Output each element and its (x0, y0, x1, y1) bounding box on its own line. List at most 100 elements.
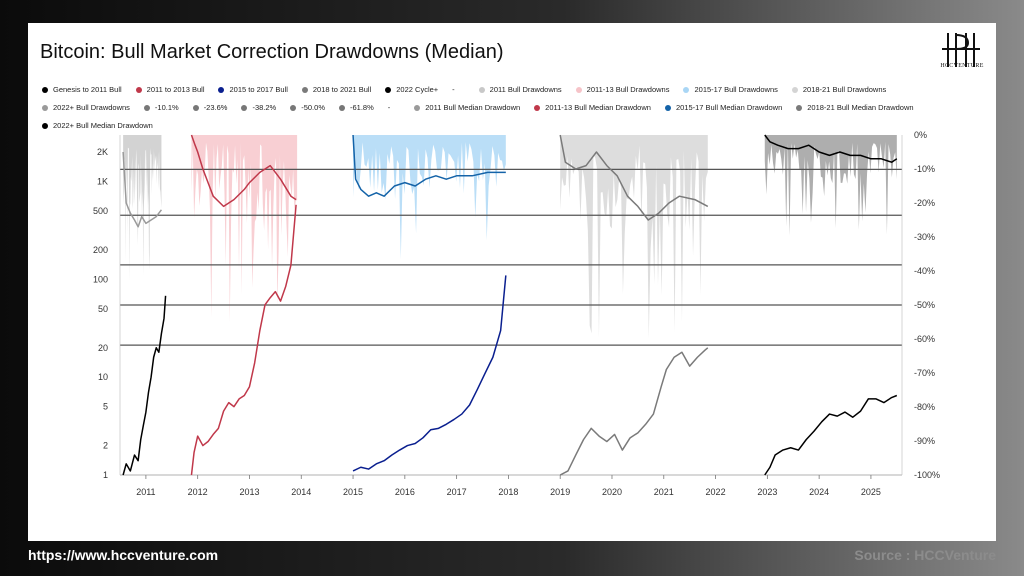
x-tick-label: 2017 (447, 487, 467, 497)
y-right-tick-label: -100% (914, 470, 940, 480)
legend-swatch-icon (241, 105, 248, 111)
y-left-tick-label: 2K (97, 147, 108, 157)
legend-item[interactable]: -61.8% (338, 99, 374, 117)
x-tick-label: 2019 (550, 487, 570, 497)
y-left-tick-label: 1 (103, 470, 108, 480)
y-right-tick-label: -50% (914, 300, 935, 310)
drawdown-area (123, 135, 162, 282)
y-right-tick-label: -10% (914, 164, 935, 174)
y-right-tick-label: -20% (914, 198, 935, 208)
legend-label: -10.1% (154, 103, 179, 112)
legend-swatch-icon (478, 87, 485, 93)
legend-swatch-icon (290, 105, 297, 111)
series-line (764, 134, 898, 163)
y-left-tick-label: 2 (103, 441, 108, 451)
legend-swatch-icon (664, 105, 671, 111)
legend-item[interactable]: 2011 to 2013 Bull (135, 81, 204, 99)
legend-label: 2011 Bull Drawdowns (489, 85, 562, 94)
legend-swatch-icon (791, 87, 798, 93)
legend-separator: - (452, 85, 455, 94)
legend-label: 2011-13 Bull Median Drawdown (545, 103, 651, 112)
footer-url[interactable]: https://www.hccventure.com (28, 547, 219, 563)
x-tick-label: 2021 (654, 487, 674, 497)
legend-label: 2015 to 2017 Bull (229, 85, 288, 94)
legend-item[interactable]: -50.0% (290, 99, 325, 117)
series-line (559, 134, 709, 221)
legend-swatch-icon (192, 105, 199, 111)
x-tick-label: 2018 (498, 487, 518, 497)
legend-item[interactable]: Genesis to 2011 Bull (42, 81, 122, 99)
drawdown-area (191, 135, 298, 323)
series-line (764, 394, 898, 476)
legend-item[interactable]: 2011-13 Bull Drawdowns (575, 81, 669, 99)
x-tick-label: 2014 (291, 487, 311, 497)
legend-swatch-icon (42, 87, 48, 93)
legend-item[interactable]: 2022+ Bull Drawdowns (42, 99, 130, 117)
legend-item[interactable]: 2018-21 Bull Drawdowns (791, 81, 887, 99)
legend-item[interactable]: - (452, 81, 465, 99)
chart-title: Bitcoin: Bull Market Correction Drawdown… (40, 41, 504, 63)
legend-item[interactable]: 2018-21 Bull Median Drawdown (796, 99, 914, 117)
legend-label: 2011 Bull Median Drawdown (425, 103, 521, 112)
legend-item[interactable]: 2011 Bull Median Drawdown (414, 99, 520, 117)
legend-swatch-icon (42, 123, 48, 129)
legend-label: 2018-21 Bull Drawdowns (802, 85, 887, 94)
series-line (122, 295, 167, 476)
legend-swatch-icon (135, 87, 142, 93)
legend-swatch-icon (683, 87, 690, 93)
legend-label: 2022+ Bull Median Drawdown (53, 121, 153, 130)
legend-label: 2018-21 Bull Median Drawdown (807, 103, 914, 112)
series-line (122, 151, 163, 228)
legend-label: -50.0% (301, 103, 325, 112)
legend-label: 2015-17 Bull Median Drawdown (675, 103, 783, 112)
legend-swatch-icon (338, 105, 345, 111)
legend-item[interactable]: 2015 to 2017 Bull (218, 81, 288, 99)
chart-plot: 2011 2012 2013 2014 2015 2016 2017 2018 2019 2020… (93, 130, 940, 497)
legend-item[interactable]: 2011 Bull Drawdowns (478, 81, 562, 99)
legend-item[interactable]: 2022+ Bull Median Drawdown (42, 117, 153, 135)
y-right-tick-label: -30% (914, 232, 935, 242)
x-tick-label: 2012 (188, 487, 208, 497)
legend-item[interactable]: - (388, 99, 401, 117)
legend-swatch-icon (575, 87, 582, 93)
legend-label: 2015-17 Bull Drawdowns (694, 85, 778, 94)
chart-legend: Genesis to 2011 Bull 2011 to 2013 Bull 201… (42, 81, 982, 135)
logo-text: HCCVENTURE (940, 63, 984, 69)
series-line (352, 275, 507, 472)
series-line (190, 204, 297, 476)
x-tick-label: 2025 (861, 487, 881, 497)
x-tick-label: 2023 (757, 487, 777, 497)
chart-card: Bitcoin: Bull Market Correction Drawdown… (28, 23, 996, 541)
legend-swatch-icon (143, 105, 150, 111)
legend-item[interactable]: 2011-13 Bull Median Drawdown (534, 99, 651, 117)
legend-label: -61.8% (349, 103, 374, 112)
legend-item[interactable]: -10.1% (143, 99, 179, 117)
x-tick-label: 2013 (239, 487, 259, 497)
y-right-tick-label: 0% (914, 130, 927, 140)
y-right-tick-label: -60% (914, 334, 935, 344)
legend-item[interactable]: -38.2% (241, 99, 276, 117)
y-right-tick-label: -90% (914, 436, 935, 446)
hccventure-logo-icon (942, 33, 980, 67)
legend-swatch-icon (218, 87, 225, 93)
legend-label: -38.2% (252, 103, 277, 112)
y-right-tick-label: -70% (914, 368, 935, 378)
legend-swatch-icon (414, 105, 421, 111)
x-tick-label: 2015 (343, 487, 363, 497)
x-tick-label: 2024 (809, 487, 829, 497)
y-right-tick-label: -80% (914, 402, 935, 412)
y-left-tick-label: 100 (93, 274, 108, 284)
legend-item[interactable]: 2018 to 2021 Bull (301, 81, 371, 99)
legend-label: -23.6% (203, 103, 228, 112)
x-tick-label: 2016 (395, 487, 415, 497)
legend-item[interactable]: 2015-17 Bull Median Drawdown (664, 99, 783, 117)
y-left-tick-label: 20 (98, 343, 108, 353)
legend-item[interactable]: -23.6% (192, 99, 228, 117)
y-left-tick-label: 10 (98, 372, 108, 382)
legend-swatch-icon (42, 105, 48, 111)
legend-item[interactable]: 2022 Cycle+ (385, 81, 438, 99)
legend-swatch-icon (796, 105, 803, 111)
series-line (559, 347, 709, 476)
legend-label: 2022 Cycle+ (396, 85, 439, 94)
legend-item[interactable]: 2015-17 Bull Drawdowns (683, 81, 778, 99)
